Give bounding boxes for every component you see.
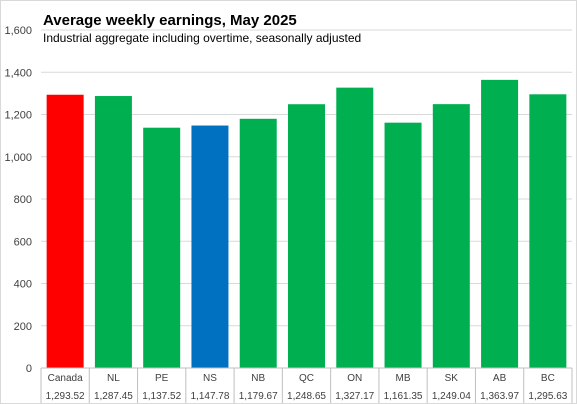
chart-subtitle: Industrial aggregate including overtime,… <box>43 31 361 45</box>
y-tick-label: 600 <box>14 236 32 248</box>
bar-qc <box>288 104 325 368</box>
bar-canada <box>46 94 84 368</box>
y-tick-label: 1,400 <box>4 67 32 79</box>
x-value-label: 1,363.97 <box>480 391 519 402</box>
x-axis: Canada 1,293.52 NL 1,287.45 PE 1,137.52 NS 1,14… <box>40 367 573 403</box>
y-tick-label: 1,000 <box>4 152 32 164</box>
x-category-label: AB <box>493 373 507 384</box>
y-tick-label: 1,200 <box>4 110 32 122</box>
x-value-label: 1,161.35 <box>384 391 423 402</box>
bar-ab <box>481 79 519 369</box>
bar-nl <box>94 96 132 368</box>
x-value-label: 1,249.04 <box>432 391 471 402</box>
x-value-label: 1,295.63 <box>528 391 567 402</box>
x-value-label: 1,248.65 <box>287 391 326 402</box>
bars <box>46 79 567 369</box>
y-tick-label: 800 <box>14 194 32 206</box>
y-tick-label: 0 <box>26 363 32 375</box>
x-value-label: 1,327.17 <box>335 391 374 402</box>
bar-on <box>336 87 374 368</box>
x-category-label: NL <box>107 373 120 384</box>
bar-pe <box>143 127 181 368</box>
x-value-label: 1,293.52 <box>46 391 85 402</box>
y-tick-label: 400 <box>14 279 32 291</box>
x-value-label: 1,137.52 <box>142 391 181 402</box>
x-category-label: SK <box>445 373 459 384</box>
x-value-label: 1,147.78 <box>190 391 229 402</box>
x-category-label: Canada <box>48 373 83 384</box>
x-category-label: ON <box>347 373 362 384</box>
y-tick-label: 1,600 <box>4 25 32 37</box>
bar-mb <box>384 122 422 368</box>
x-value-label: 1,287.45 <box>94 391 133 402</box>
bar-nb <box>239 118 277 369</box>
x-category-label: PE <box>155 373 169 384</box>
x-category-label: NB <box>251 373 265 384</box>
y-axis: 0 200 400 600 800 1,000 1,200 1,400 1,600 <box>4 25 32 375</box>
bar-ns <box>191 125 229 369</box>
x-category-label: NS <box>203 373 217 384</box>
y-tick-label: 200 <box>14 321 32 333</box>
x-category-label: QC <box>299 373 314 384</box>
x-category-label: MB <box>396 373 411 384</box>
bar-sk <box>432 104 470 369</box>
chart-title: Average weekly earnings, May 2025 <box>43 12 297 29</box>
x-category-label: BC <box>541 373 555 384</box>
bar-bc <box>529 94 567 369</box>
x-value-label: 1,179.67 <box>239 391 278 402</box>
